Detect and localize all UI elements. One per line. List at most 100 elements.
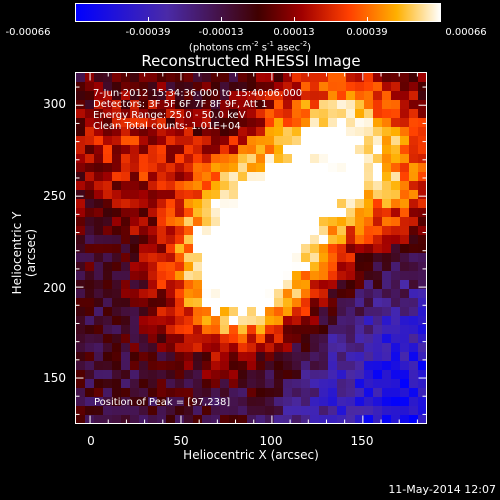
heatmap-cell [364, 388, 374, 398]
heatmap-cell [148, 307, 158, 317]
heatmap-cell [346, 244, 356, 254]
heatmap-cell [418, 307, 427, 317]
heatmap-cell [355, 253, 365, 263]
heatmap-cell [220, 307, 230, 317]
heatmap-cell [382, 154, 392, 164]
heatmap-cell [283, 127, 293, 137]
heatmap-cell [283, 109, 293, 119]
heatmap-cell [202, 280, 212, 290]
heatmap-cell [409, 109, 419, 119]
heatmap-cell [328, 397, 338, 407]
heatmap-cell [130, 289, 140, 299]
heatmap-cell [364, 154, 374, 164]
heatmap-cell [346, 388, 356, 398]
heatmap-cell [157, 307, 167, 317]
heatmap-cell [346, 325, 356, 335]
heatmap-cell [355, 334, 365, 344]
heatmap-cell [301, 352, 311, 362]
heatmap-cell [301, 226, 311, 236]
heatmap-cell [418, 154, 427, 164]
heatmap-cell [256, 280, 266, 290]
heatmap-cell [319, 181, 329, 191]
heatmap-cell [202, 415, 212, 424]
heatmap-cell [130, 226, 140, 236]
heatmap-cell [175, 217, 185, 227]
heatmap-cell [337, 127, 347, 137]
heatmap-cell [175, 289, 185, 299]
heatmap-cell [274, 253, 284, 263]
heatmap-cell [184, 73, 194, 83]
heatmap-cell [382, 406, 392, 416]
heatmap-cell [175, 226, 185, 236]
heatmap-cell [337, 217, 347, 227]
heatmap-cell [265, 280, 275, 290]
heatmap-cell [103, 235, 113, 245]
heatmap-cell [256, 73, 266, 83]
heatmap-cell [184, 316, 194, 326]
heatmap-cell [283, 352, 293, 362]
heatmap-cell [103, 253, 113, 263]
heatmap-cell [121, 325, 131, 335]
heatmap-cell [103, 370, 113, 380]
heatmap-cell [292, 361, 302, 371]
heatmap-cell [130, 298, 140, 308]
heatmap-cell [265, 379, 275, 389]
heatmap-cell [373, 370, 383, 380]
heatmap-cell [364, 271, 374, 281]
heatmap-cell [319, 271, 329, 281]
heatmap-cell [211, 316, 221, 326]
heatmap-cell [283, 235, 293, 245]
heatmap-cell [229, 289, 239, 299]
heatmap-cell [94, 379, 104, 389]
heatmap-cell [301, 262, 311, 272]
heatmap-cell [310, 82, 320, 92]
heatmap-cell [364, 262, 374, 272]
heatmap-cell [238, 361, 248, 371]
heatmap-cell [184, 325, 194, 335]
heatmap-cell [130, 343, 140, 353]
heatmap-cell [193, 217, 203, 227]
heatmap-cell [148, 154, 158, 164]
heatmap-cell [139, 289, 149, 299]
heatmap-cell [112, 145, 122, 155]
heatmap-cell [328, 388, 338, 398]
heatmap-cell [85, 172, 95, 182]
heatmap-cell [355, 190, 365, 200]
heatmap-cell [346, 118, 356, 128]
heatmap-cell [409, 280, 419, 290]
heatmap-cell [76, 73, 86, 83]
heatmap-cell [76, 235, 86, 245]
heatmap-cell [328, 118, 338, 128]
heatmap-cell [130, 181, 140, 191]
heatmap-cell [256, 397, 266, 407]
heatmap-cell [202, 271, 212, 281]
heatmap-cell [391, 397, 401, 407]
heatmap-cell [238, 163, 248, 173]
heatmap-cell [364, 298, 374, 308]
heatmap-cell [382, 244, 392, 254]
heatmap-cell [373, 145, 383, 155]
heatmap-cell [337, 118, 347, 128]
heatmap-cell [373, 379, 383, 389]
heatmap-cell [94, 280, 104, 290]
heatmap-cell [148, 298, 158, 308]
heatmap-cell [175, 136, 185, 146]
heatmap-cell [274, 118, 284, 128]
heatmap-cell [94, 316, 104, 326]
heatmap-cell [256, 262, 266, 272]
heatmap-cell [337, 235, 347, 245]
heatmap-cell [229, 136, 239, 146]
heatmap-cell [184, 343, 194, 353]
heatmap-cell [418, 181, 427, 191]
heatmap-cell [319, 298, 329, 308]
heatmap-cell [112, 253, 122, 263]
heatmap-cell [265, 307, 275, 317]
heatmap-cell [193, 235, 203, 245]
heatmap-cell [328, 163, 338, 173]
heatmap-cell [391, 406, 401, 416]
heatmap-cell [85, 253, 95, 263]
heatmap-cell [202, 226, 212, 236]
heatmap-cell [328, 100, 338, 110]
heatmap-cell [265, 73, 275, 83]
clean-annotation: Clean Total counts: 1.01E+04 [93, 121, 241, 132]
